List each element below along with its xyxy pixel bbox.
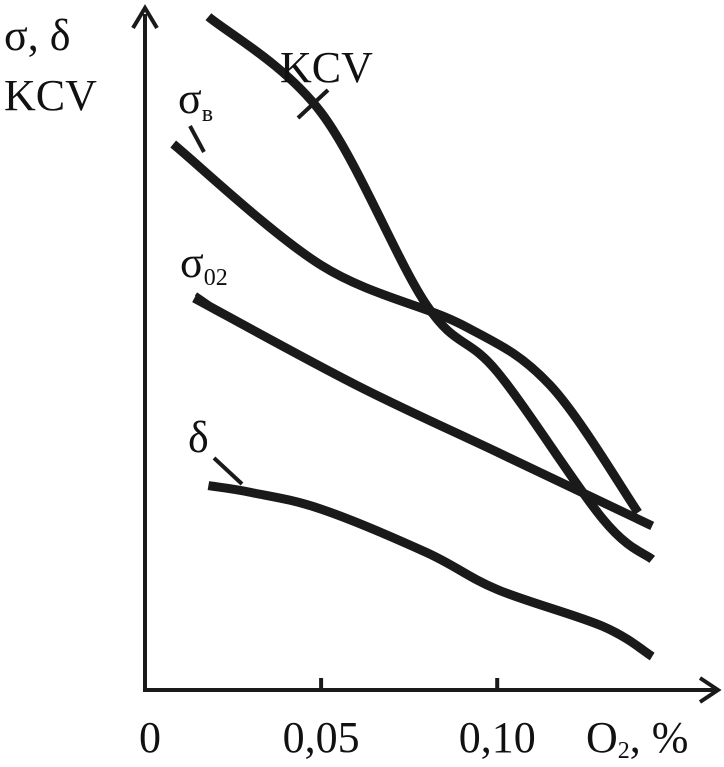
x-axis-label-sub: 2 [618,738,630,764]
series-label-leader [212,456,244,486]
x-ticks: 0,05 0,10 [283,678,536,762]
series-labels: KCV σв σ02 δ [178,43,373,486]
y-axis-label-line1: σ, δ [4,11,70,60]
x-axis-label-suffix: , % [630,713,689,762]
x-axis-arrow [698,676,722,704]
series-label: σ02 [180,238,228,291]
x-tick-label: 0,10 [459,713,536,762]
x-axis-label-main: O [586,713,618,762]
series-line-4 [207,481,655,661]
series-line-2 [170,140,642,516]
series-label-leader [188,125,206,153]
series-label: δ [188,413,209,462]
series-label: KCV [280,43,373,92]
x-axis-label: O2, % [586,713,688,764]
x-tick-label: 0,05 [283,713,360,762]
y-axis-label-line2: KCV [4,71,97,120]
series-group [170,13,656,661]
series-label: σв [178,74,213,127]
y-axis-arrow [131,4,159,30]
series-line-3 [192,294,655,530]
origin-tick-label: 0 [139,713,161,762]
series-label-leader [296,88,330,120]
series-label-leader [194,292,234,321]
series-line-1 [205,13,656,564]
